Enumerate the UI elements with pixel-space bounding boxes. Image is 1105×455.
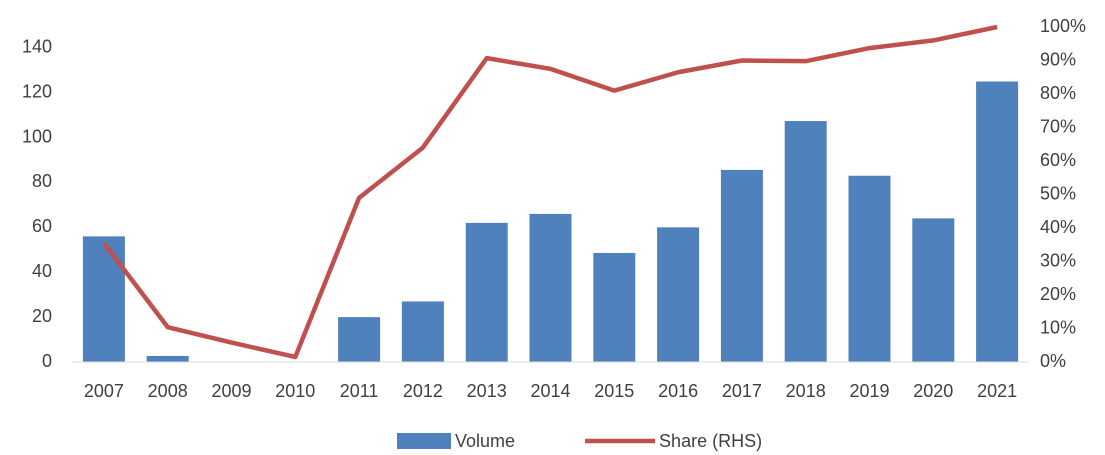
bar <box>976 81 1019 362</box>
bar <box>82 236 125 362</box>
bar <box>848 175 891 362</box>
y2-tick-label: 40% <box>1040 217 1076 237</box>
bar <box>720 169 763 362</box>
y-tick-label: 20 <box>32 306 52 326</box>
bar <box>529 213 572 362</box>
x-tick-label: 2015 <box>594 381 634 401</box>
y-tick-label: 140 <box>22 37 52 57</box>
line-series <box>102 24 998 360</box>
x-tick-label: 2021 <box>977 381 1017 401</box>
y2-tick-label: 90% <box>1040 49 1076 69</box>
x-tick-label: 2007 <box>84 381 124 401</box>
legend-swatch <box>397 433 451 449</box>
y2-tick-label: 100% <box>1040 16 1086 36</box>
y2-tick-label: 10% <box>1040 317 1076 337</box>
y2-tick-label: 70% <box>1040 116 1076 136</box>
x-tick-label: 2019 <box>849 381 889 401</box>
x-tick-label: 2016 <box>658 381 698 401</box>
y-tick-label: 120 <box>22 81 52 101</box>
y2-tick-label: 20% <box>1040 284 1076 304</box>
bar <box>784 121 827 362</box>
bar <box>657 227 700 362</box>
x-tick-label: 2013 <box>467 381 507 401</box>
y2-tick-label: 80% <box>1040 83 1076 103</box>
x-tick-label: 2012 <box>403 381 443 401</box>
x-tick-label: 2010 <box>275 381 315 401</box>
y2-tick-label: 0% <box>1040 351 1066 371</box>
x-tick-label: 2009 <box>211 381 251 401</box>
x-tick-label: 2020 <box>913 381 953 401</box>
y-tick-label: 100 <box>22 126 52 146</box>
x-tick-label: 2011 <box>340 381 379 401</box>
legend-label: Share (RHS) <box>659 431 762 451</box>
bar <box>912 218 955 362</box>
y-tick-label: 80 <box>32 171 52 191</box>
bar <box>593 252 636 362</box>
y2-tick-label: 30% <box>1040 250 1076 270</box>
x-tick-label: 2008 <box>148 381 188 401</box>
y-tick-label: 40 <box>32 261 52 281</box>
bar <box>146 355 189 362</box>
bar <box>401 301 444 362</box>
bar <box>465 222 508 362</box>
legend-label: Volume <box>455 431 515 451</box>
bar <box>338 317 381 362</box>
y2-tick-label: 50% <box>1040 183 1076 203</box>
y-tick-label: 0 <box>42 351 52 371</box>
x-tick-label: 2017 <box>722 381 762 401</box>
y2-tick-label: 60% <box>1040 150 1076 170</box>
x-tick-label: 2014 <box>530 381 570 401</box>
y-tick-label: 60 <box>32 216 52 236</box>
x-tick-label: 2018 <box>786 381 826 401</box>
